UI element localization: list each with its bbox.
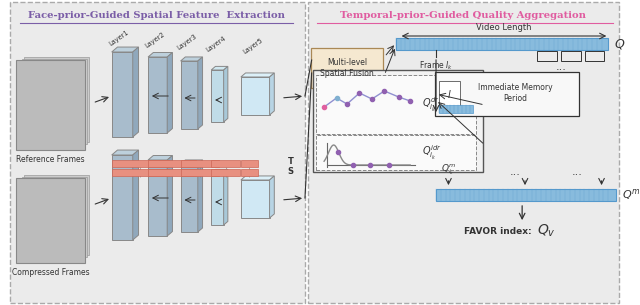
Polygon shape	[211, 66, 228, 70]
Text: Face-prior-Guided Spatial Feature  Extraction: Face-prior-Guided Spatial Feature Extrac…	[28, 12, 285, 20]
Text: Reference Frames: Reference Frames	[16, 155, 84, 164]
FancyBboxPatch shape	[241, 169, 258, 176]
Text: Compressed Frames: Compressed Frames	[12, 268, 90, 277]
FancyBboxPatch shape	[22, 177, 87, 257]
Text: Video Length: Video Length	[476, 23, 532, 32]
Text: Layer5: Layer5	[243, 37, 264, 55]
Text: $Q_v$: $Q_v$	[538, 223, 556, 239]
Polygon shape	[223, 66, 228, 122]
FancyBboxPatch shape	[18, 181, 83, 261]
FancyBboxPatch shape	[112, 160, 169, 167]
FancyBboxPatch shape	[148, 160, 196, 167]
FancyBboxPatch shape	[112, 169, 169, 176]
Polygon shape	[148, 160, 167, 236]
Polygon shape	[198, 57, 202, 129]
Polygon shape	[211, 70, 223, 122]
FancyBboxPatch shape	[18, 63, 83, 148]
Polygon shape	[241, 176, 275, 180]
Text: S: S	[288, 167, 294, 177]
Text: $Q_{i_k}^{dr}$: $Q_{i_k}^{dr}$	[422, 96, 440, 114]
Text: Immediate Memory
Period: Immediate Memory Period	[478, 83, 553, 103]
FancyBboxPatch shape	[16, 178, 85, 263]
FancyBboxPatch shape	[24, 57, 89, 142]
FancyBboxPatch shape	[439, 105, 474, 113]
Polygon shape	[180, 160, 202, 164]
FancyBboxPatch shape	[312, 70, 483, 172]
Text: $Q$: $Q$	[614, 37, 625, 51]
Text: l: l	[448, 90, 451, 100]
FancyBboxPatch shape	[316, 135, 476, 170]
FancyBboxPatch shape	[308, 2, 619, 303]
Polygon shape	[269, 73, 275, 115]
Polygon shape	[112, 155, 132, 240]
Polygon shape	[241, 73, 275, 77]
Polygon shape	[180, 61, 198, 129]
Polygon shape	[148, 156, 172, 160]
FancyBboxPatch shape	[316, 75, 476, 134]
Polygon shape	[112, 47, 138, 52]
Polygon shape	[223, 169, 228, 225]
Polygon shape	[241, 77, 269, 115]
Polygon shape	[180, 57, 202, 61]
FancyBboxPatch shape	[180, 169, 219, 176]
FancyBboxPatch shape	[20, 179, 85, 259]
Text: Frame $I_k$: Frame $I_k$	[419, 59, 453, 71]
Polygon shape	[198, 160, 202, 232]
Polygon shape	[211, 169, 228, 173]
Polygon shape	[148, 52, 172, 57]
Text: FAVOR index:: FAVOR index:	[464, 227, 531, 235]
FancyBboxPatch shape	[20, 61, 85, 146]
Text: T: T	[288, 157, 294, 167]
Polygon shape	[112, 52, 132, 137]
FancyBboxPatch shape	[22, 59, 87, 144]
FancyBboxPatch shape	[436, 189, 616, 201]
Text: $Q_{i_k}^{idr}$: $Q_{i_k}^{idr}$	[422, 144, 442, 162]
Polygon shape	[148, 57, 167, 133]
Text: ...: ...	[572, 167, 583, 177]
Text: $Q^m$: $Q^m$	[621, 188, 640, 203]
FancyBboxPatch shape	[148, 169, 196, 176]
Text: Layer4: Layer4	[205, 35, 227, 53]
Polygon shape	[132, 47, 138, 137]
Polygon shape	[211, 173, 223, 225]
Polygon shape	[167, 156, 172, 236]
Polygon shape	[269, 176, 275, 218]
Text: Layer3: Layer3	[176, 33, 198, 51]
Polygon shape	[167, 52, 172, 133]
FancyBboxPatch shape	[180, 160, 219, 167]
FancyBboxPatch shape	[211, 169, 240, 176]
Text: Temporal-prior-Guided Quality Aggregation: Temporal-prior-Guided Quality Aggregatio…	[340, 12, 586, 20]
FancyBboxPatch shape	[439, 81, 460, 109]
FancyBboxPatch shape	[435, 72, 579, 116]
Polygon shape	[241, 180, 269, 218]
FancyBboxPatch shape	[241, 160, 258, 167]
Text: Layer2: Layer2	[144, 31, 166, 49]
FancyBboxPatch shape	[396, 38, 608, 50]
FancyBboxPatch shape	[16, 60, 85, 150]
Polygon shape	[132, 150, 138, 240]
Text: Layer1: Layer1	[108, 29, 131, 47]
Text: ...: ...	[556, 62, 567, 72]
FancyBboxPatch shape	[211, 160, 240, 167]
Text: ...: ...	[510, 167, 521, 177]
Text: Multi-level
Spatial Fusion: Multi-level Spatial Fusion	[320, 58, 374, 78]
FancyBboxPatch shape	[24, 175, 89, 255]
FancyBboxPatch shape	[310, 48, 383, 88]
Polygon shape	[180, 164, 198, 232]
FancyBboxPatch shape	[10, 2, 305, 303]
Polygon shape	[112, 150, 138, 155]
Text: $Q_{i_k}^m$: $Q_{i_k}^m$	[441, 163, 456, 177]
